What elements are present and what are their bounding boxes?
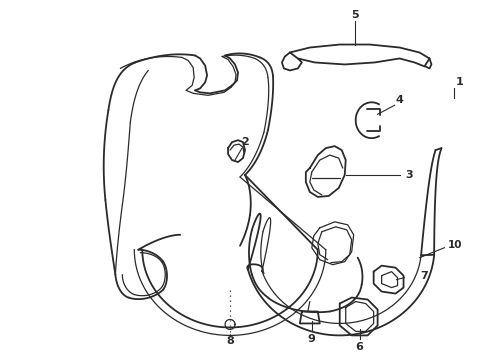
Text: 8: 8 [226, 336, 234, 346]
Text: 5: 5 [351, 10, 359, 20]
Text: 10: 10 [448, 240, 463, 250]
Text: 3: 3 [406, 170, 414, 180]
Text: 6: 6 [356, 342, 364, 352]
Text: 4: 4 [395, 95, 403, 105]
Text: 2: 2 [241, 137, 249, 147]
Text: 7: 7 [420, 271, 428, 281]
Text: 9: 9 [308, 334, 316, 345]
Text: 1: 1 [456, 77, 463, 87]
